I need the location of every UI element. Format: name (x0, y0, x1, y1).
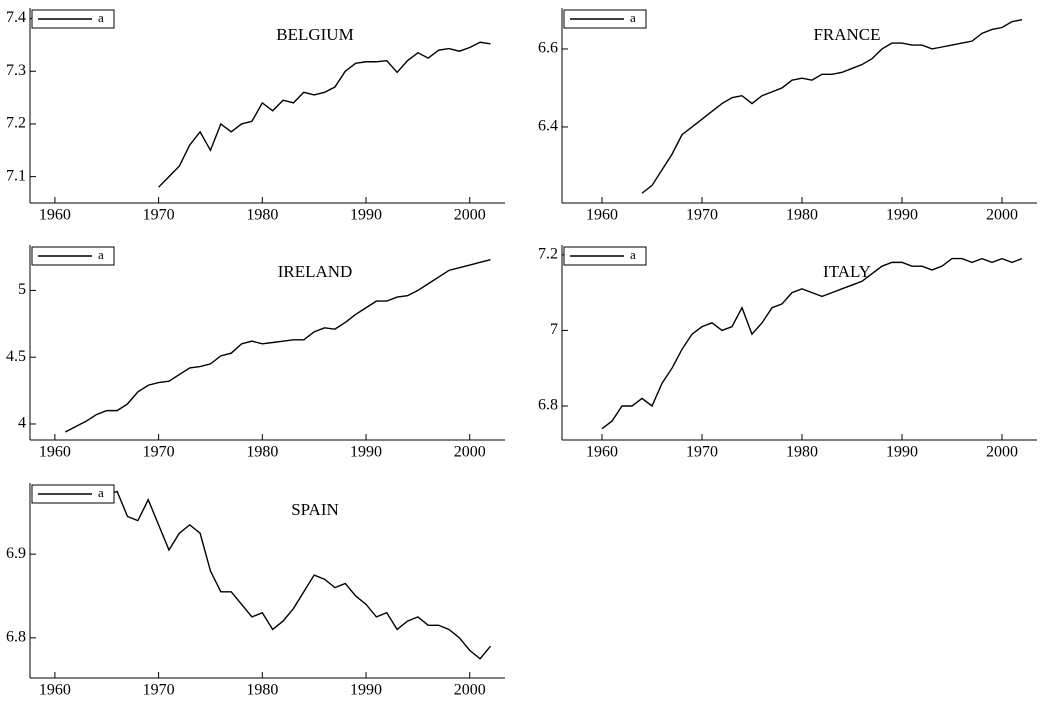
x-tick-label: 1980 (246, 682, 278, 699)
legend-label: a (98, 247, 104, 262)
x-tick-label: 1970 (143, 444, 175, 461)
y-tick-label: 7.4 (6, 9, 26, 26)
x-tick-label: 1970 (143, 207, 175, 224)
y-tick-label: 7 (550, 321, 558, 338)
x-tick-label: 1960 (39, 444, 71, 461)
x-tick-label: 1990 (350, 207, 382, 224)
panel-title: IRELAND (278, 262, 353, 281)
x-tick-label: 2000 (986, 207, 1018, 224)
x-tick-label: 1990 (350, 444, 382, 461)
line-series (601, 257, 1023, 430)
legend-label: a (98, 10, 104, 25)
y-tick-label: 7.2 (6, 115, 26, 132)
x-tick-label: 1980 (786, 207, 818, 224)
y-tick-label: 7.1 (6, 167, 26, 184)
x-tick-label: 2000 (986, 444, 1018, 461)
x-tick-label: 1980 (246, 444, 278, 461)
y-tick-label: 7.2 (538, 245, 558, 262)
x-tick-label: 2000 (454, 682, 486, 699)
y-tick-label: 7.3 (6, 62, 26, 79)
y-tick-label: 6.9 (6, 545, 26, 562)
panel-title: FRANCE (813, 25, 880, 44)
x-tick-label: 1970 (686, 444, 718, 461)
x-tick-label: 1960 (39, 682, 71, 699)
y-tick-label: 4 (18, 415, 26, 432)
panel: 1960 1970 1980 1990 2000 6.8 7 7.2 ITALY a (538, 245, 1037, 461)
x-tick-label: 1990 (350, 682, 382, 699)
line-series (64, 259, 491, 433)
panel: 1960 1970 1980 1990 2000 6.8 6.9 SPAIN a (6, 483, 505, 699)
x-tick-label: 1990 (886, 444, 918, 461)
panel-title: SPAIN (291, 500, 339, 519)
x-tick-label: 1960 (586, 444, 618, 461)
legend-label: a (630, 247, 636, 262)
line-series (96, 490, 492, 660)
x-tick-label: 1990 (886, 207, 918, 224)
y-tick-label: 4.5 (6, 348, 26, 365)
legend-label: a (630, 10, 636, 25)
panel: 1960 1970 1980 1990 2000 6.4 6.6 FRANCE a (538, 8, 1037, 224)
y-tick-label: 6.8 (6, 629, 26, 646)
panel: 1960 1970 1980 1990 2000 7.1 7.2 7.3 7.4 BELGIUM a (6, 8, 505, 224)
y-tick-label: 6.6 (538, 40, 558, 57)
x-tick-label: 1980 (786, 444, 818, 461)
panel-title: BELGIUM (276, 25, 353, 44)
x-tick-label: 1960 (39, 207, 71, 224)
x-tick-label: 2000 (454, 444, 486, 461)
x-tick-label: 2000 (454, 207, 486, 224)
x-tick-label: 1970 (143, 682, 175, 699)
x-tick-label: 1960 (586, 207, 618, 224)
line-series (641, 19, 1023, 194)
panel: 1960 1970 1980 1990 2000 4 4.5 5 IRELAND a (6, 245, 505, 461)
y-tick-label: 6.4 (538, 118, 558, 135)
line-series (158, 41, 491, 188)
y-tick-label: 6.8 (538, 397, 558, 414)
panel-title: ITALY (823, 262, 871, 281)
x-tick-label: 1980 (246, 207, 278, 224)
y-tick-label: 5 (18, 281, 26, 298)
x-tick-label: 1970 (686, 207, 718, 224)
legend-label: a (98, 485, 104, 500)
